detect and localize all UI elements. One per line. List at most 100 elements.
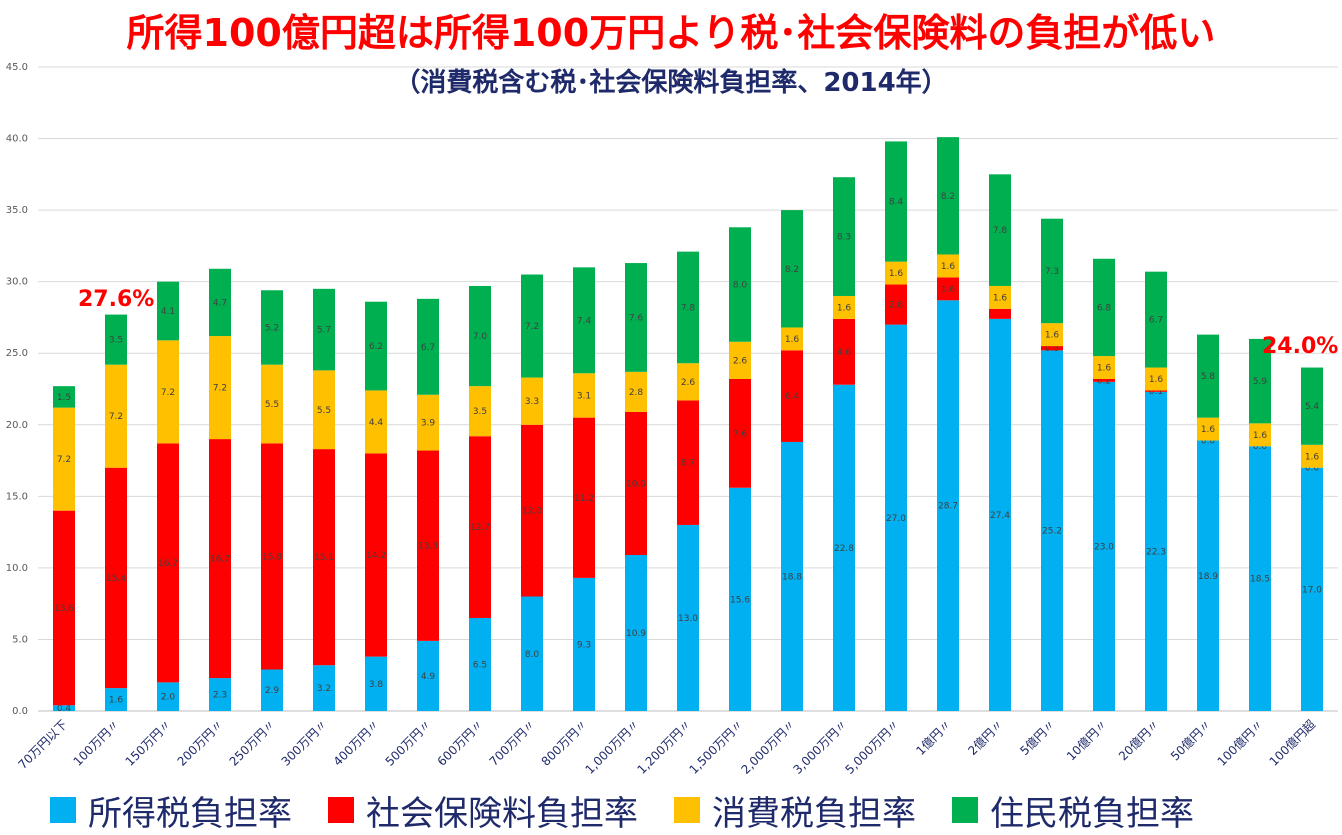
bar-segment <box>365 301 387 391</box>
x-tick-label: 10億円〃 <box>1064 717 1110 763</box>
data-label: 18.9 <box>1198 572 1218 582</box>
data-label: 22.8 <box>834 544 854 554</box>
y-tick-label: 25.0 <box>6 348 28 359</box>
data-label: 0.2 <box>1097 376 1111 386</box>
bar-segment <box>573 577 595 711</box>
data-label: 6.8 <box>1097 303 1112 313</box>
x-tick-label: 1億円〃 <box>913 717 954 758</box>
bar-segment <box>1145 390 1167 392</box>
x-tick-label: 250万円〃 <box>227 717 279 769</box>
data-label: 6.4 <box>785 392 800 402</box>
bar-segment <box>365 390 387 454</box>
data-label: 1.6 <box>1149 375 1164 385</box>
y-tick-label: 20.0 <box>6 420 28 431</box>
data-label: 13.3 <box>418 542 438 552</box>
data-label: 5.5 <box>265 400 279 410</box>
bar-segment <box>1093 378 1115 382</box>
bar-segment <box>53 407 75 511</box>
x-tick-label: 20億円〃 <box>1116 717 1162 763</box>
bar-segment <box>1249 338 1271 424</box>
data-label: 1.6 <box>785 335 800 345</box>
bar-segment <box>1145 271 1167 368</box>
x-tick-label: 400万円〃 <box>331 717 383 769</box>
x-tick-label: 700万円〃 <box>487 717 539 769</box>
data-label: 4.1 <box>161 307 175 317</box>
data-label: 7.2 <box>213 384 227 394</box>
data-label: 9.3 <box>577 640 591 650</box>
legend-item-consumption-tax: 消費税負担率 <box>674 786 916 835</box>
x-tick-label: 2億円〃 <box>965 717 1006 758</box>
data-label: 2.9 <box>265 686 280 696</box>
bar-segment <box>885 261 907 285</box>
bar-segment <box>365 453 387 657</box>
bar-segment <box>105 688 127 711</box>
x-tick-label: 5億円〃 <box>1017 717 1058 758</box>
bar-segment <box>469 436 491 618</box>
data-label: 6.7 <box>421 343 435 353</box>
data-label: 2.6 <box>681 378 696 388</box>
legend-label-resident-tax: 住民税負担率 <box>990 793 1194 834</box>
legend-swatch-social-insurance <box>328 797 354 823</box>
data-label: 10.0 <box>626 479 646 489</box>
legend-item-resident-tax: 住民税負担率 <box>952 786 1194 835</box>
x-tick-label: 800万円〃 <box>539 717 591 769</box>
bar-segment <box>625 371 647 412</box>
data-label: 3.1 <box>577 391 591 401</box>
data-label: 6.7 <box>1149 316 1163 326</box>
data-label: 18.5 <box>1250 575 1270 585</box>
data-label: 22.3 <box>1146 547 1166 557</box>
bar-segment <box>1301 467 1323 711</box>
bar-segment <box>989 318 1011 711</box>
data-label: 4.9 <box>421 672 436 682</box>
x-tick-label: 70万円以下 <box>15 717 70 772</box>
data-label: 1.6 <box>837 303 852 313</box>
y-tick-label: 35.0 <box>6 205 28 216</box>
bar-segment <box>469 285 491 387</box>
legend-swatch-resident-tax <box>952 797 978 823</box>
bar-segment <box>677 251 699 364</box>
data-label: 1.6 <box>1097 364 1112 374</box>
data-label: 12.7 <box>470 523 490 533</box>
data-label: 0.0 <box>1253 442 1268 452</box>
bar-segment <box>781 210 803 328</box>
bar-segment <box>937 137 959 255</box>
data-label: 2.3 <box>213 691 227 701</box>
y-tick-label: 0.0 <box>12 706 28 717</box>
legend-label-consumption-tax: 消費税負担率 <box>712 793 916 834</box>
x-tick-label: 100億円超 <box>1266 717 1318 769</box>
data-label: 3.2 <box>317 684 331 694</box>
data-label: 7.8 <box>993 226 1008 236</box>
bar-segment <box>937 254 959 278</box>
x-tick-label: 600万円〃 <box>435 717 487 769</box>
data-label: 0.0 <box>1201 437 1216 447</box>
bar-segment <box>1301 367 1323 445</box>
bar-segment <box>833 318 855 385</box>
data-label: 2.8 <box>629 388 644 398</box>
data-label: 1.6 <box>889 269 904 279</box>
data-label: 0.3 <box>1045 344 1059 354</box>
y-tick-label: 45.0 <box>6 62 28 73</box>
data-label: 5.5 <box>317 406 331 416</box>
data-label: 7.0 <box>473 332 488 342</box>
data-label: 8.2 <box>941 192 955 202</box>
bar-segment <box>261 443 283 670</box>
x-tick-label: 50億円〃 <box>1168 717 1214 763</box>
bar-segment <box>989 308 1011 319</box>
legend-item-social-insurance: 社会保険料負担率 <box>328 786 638 835</box>
data-label: 3.5 <box>109 336 123 346</box>
chart-legend: 所得税負担率 社会保険料負担率 消費税負担率 住民税負担率 <box>50 786 1342 834</box>
bar-segment <box>261 290 283 365</box>
data-label: 1.5 <box>57 393 71 403</box>
bar-segment <box>53 386 75 408</box>
bar-segment <box>885 284 907 325</box>
bar-segment <box>417 394 439 451</box>
data-label: 13.6 <box>54 604 74 614</box>
bar-segment <box>209 268 231 337</box>
bar-segment <box>885 324 907 711</box>
bar-segment <box>105 467 127 689</box>
bar-segment <box>1093 356 1115 379</box>
data-label: 1.6 <box>1045 331 1060 341</box>
bar-segment <box>833 384 855 711</box>
bar-segment <box>833 295 855 319</box>
data-label: 14.2 <box>366 551 386 561</box>
